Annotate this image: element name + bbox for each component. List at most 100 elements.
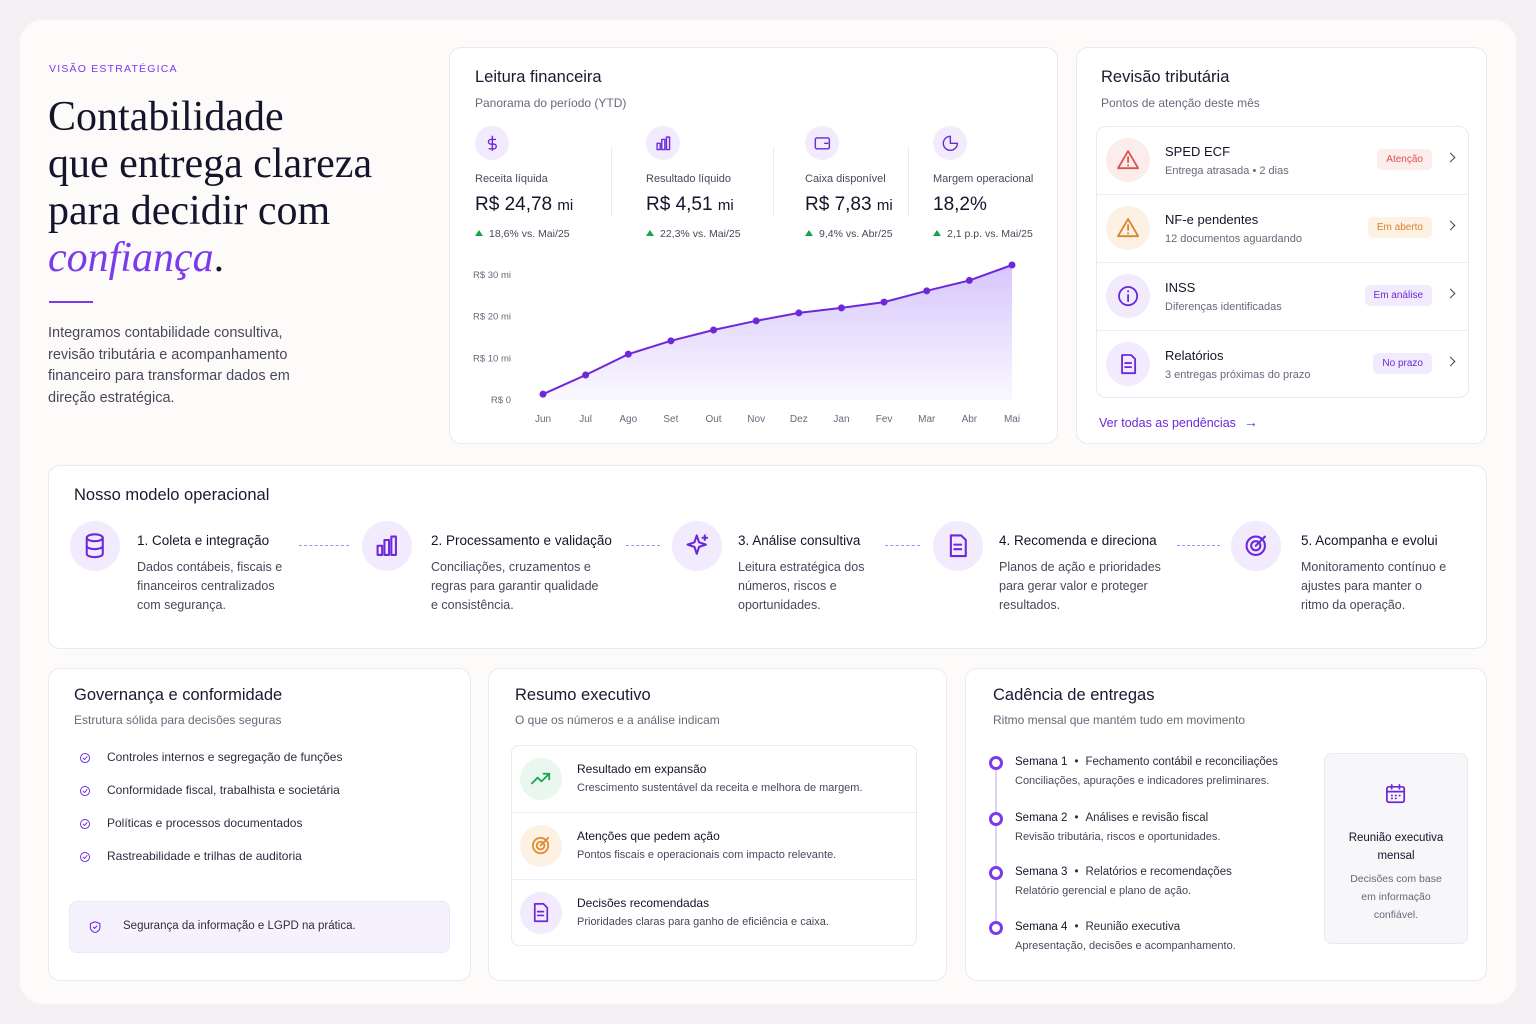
timeline-dot — [989, 921, 1003, 935]
icon-glyph — [85, 533, 105, 559]
area — [543, 265, 1012, 400]
kpi-number: 18,2% — [933, 194, 987, 215]
x-tick-label: Jan — [833, 414, 849, 425]
step-title: 5. Acompanha e evolui — [1301, 533, 1438, 548]
calendar-icon — [1375, 773, 1417, 815]
icon-glyph — [532, 837, 550, 855]
connector — [1177, 545, 1220, 546]
note-box — [69, 901, 450, 953]
timeline-dot — [989, 812, 1003, 826]
kpi-value: R$ 24,78 mi — [475, 194, 573, 216]
x-tick-label: Fev — [876, 414, 893, 425]
kpi-delta: 2,1 p.p. vs. Mai/25 — [933, 228, 1033, 240]
week-detail: Apresentação, decisões e acompanhamento. — [1015, 940, 1236, 952]
line — [542, 264, 1013, 396]
step-icon — [70, 521, 120, 571]
icon-glyph — [80, 819, 90, 829]
kpi-separator — [908, 148, 909, 216]
card-title: Nosso modelo operacional — [74, 486, 270, 504]
check-item: Conformidade fiscal, trabalhista e socie… — [107, 783, 340, 797]
status-badge: Em aberto — [1367, 217, 1432, 238]
card-title: Leitura financeira — [475, 68, 602, 86]
item-detail: Crescimento sustentável da receita e mel… — [577, 782, 863, 794]
link[interactable]: Ver todas as pendências → — [1099, 414, 1258, 430]
kpi-separator — [611, 148, 612, 216]
check-item: Controles internos e segregação de funçõ… — [107, 750, 343, 764]
hero-body: Integramos contabilidade consultiva, rev… — [48, 325, 290, 406]
card-subtitle: Pontos de atenção deste mês — [1101, 96, 1260, 110]
item-title: Relatórios — [1165, 348, 1224, 363]
week-detail: Conciliações, apurações e indicadores pr… — [1015, 775, 1270, 787]
x-tick-label: Abr — [962, 414, 978, 425]
item-title: Resultado em expansão — [577, 762, 707, 776]
kpi-icon — [933, 126, 967, 160]
item-title: Decisões recomendadas — [577, 896, 710, 910]
icon-glyph — [80, 753, 90, 763]
delta-arrow — [805, 230, 813, 236]
card-subtitle: Ritmo mensal que mantém tudo em moviment… — [993, 713, 1246, 727]
kpi-icon — [805, 126, 839, 160]
week-row: Semana 1 • Fechamento contábil e reconcili… — [1015, 756, 1278, 768]
status-badge: No prazo — [1373, 353, 1432, 374]
item-detail: 12 documentos aguardando — [1165, 233, 1302, 245]
icon-glyph — [80, 852, 90, 862]
week-topic: Análises e revisão fiscal — [1085, 812, 1209, 824]
icon-glyph — [376, 535, 398, 557]
point — [837, 304, 845, 312]
model-card — [48, 465, 1487, 649]
icon-glyph — [686, 534, 709, 556]
icon-glyph — [89, 921, 101, 933]
row-separator — [1097, 194, 1468, 195]
delta-arrow — [475, 230, 483, 236]
step-icon — [1231, 521, 1281, 571]
week-topic: Reunião executiva — [1085, 921, 1181, 933]
kicker: VISÃO ESTRATÉGICA — [49, 63, 178, 75]
icon-glyph — [1118, 286, 1138, 306]
hero-title-line: confiança. — [48, 234, 224, 282]
week-topic: Fechamento contábil e reconciliações — [1085, 756, 1278, 768]
kpi-unit: mi — [557, 197, 574, 214]
point — [752, 317, 760, 325]
bullet: • — [1074, 812, 1079, 824]
item-detail: Pontos fiscais e operacionais com impact… — [577, 849, 837, 861]
icon-glyph — [1121, 354, 1136, 374]
icon-glyph — [814, 136, 830, 150]
status-badge: Em análise — [1364, 285, 1432, 306]
delta-text: 18,6% vs. Mai/25 — [489, 228, 570, 240]
timeline-dot — [989, 866, 1003, 880]
icon-glyph — [1245, 535, 1267, 557]
y-tick-label: R$ 0 — [491, 395, 511, 406]
item-title: NF-e pendentes — [1165, 212, 1259, 227]
kpi-number: R$ 24,78 — [475, 194, 553, 215]
icon-glyph — [1386, 784, 1406, 804]
icon-glyph — [1117, 150, 1139, 169]
week-detail: Relatório gerencial e plano de ação. — [1015, 885, 1192, 897]
bullet: • — [1074, 756, 1079, 768]
week-label: Semana 2 — [1015, 812, 1068, 824]
item-title: SPED ECF — [1165, 144, 1231, 159]
week-label: Semana 4 — [1015, 921, 1068, 933]
x-tick-label: Mar — [918, 414, 936, 425]
y-tick-label: R$ 20 mi — [473, 312, 511, 323]
check-icon — [74, 813, 96, 835]
x-tick-label: Mai — [1004, 414, 1020, 425]
connector — [299, 545, 349, 546]
item-detail: 3 entregas próximas do prazo — [1165, 369, 1311, 381]
card-title: Revisão tributária — [1101, 68, 1230, 86]
summary-icon — [520, 825, 562, 867]
meeting-title: Reunião executiva mensal — [1348, 832, 1444, 862]
step-body: Conciliações, cruzamentos e regras para … — [431, 560, 599, 612]
step-body: Monitoramento contínuo e ajustes para ma… — [1301, 560, 1447, 612]
connector — [885, 545, 920, 546]
step-title: 2. Processamento e validação — [431, 533, 612, 548]
note-text: Segurança da informação e LGPD na prátic… — [123, 920, 356, 932]
bullet: • — [1074, 921, 1079, 933]
point — [1008, 261, 1016, 269]
point — [582, 371, 590, 379]
point — [539, 390, 547, 398]
row-separator — [512, 879, 916, 880]
step-body: Leitura estratégica dos números, riscos … — [738, 560, 865, 612]
week-row: Semana 3 • Relatórios e recomendações — [1015, 866, 1232, 878]
icon-glyph — [942, 135, 958, 151]
